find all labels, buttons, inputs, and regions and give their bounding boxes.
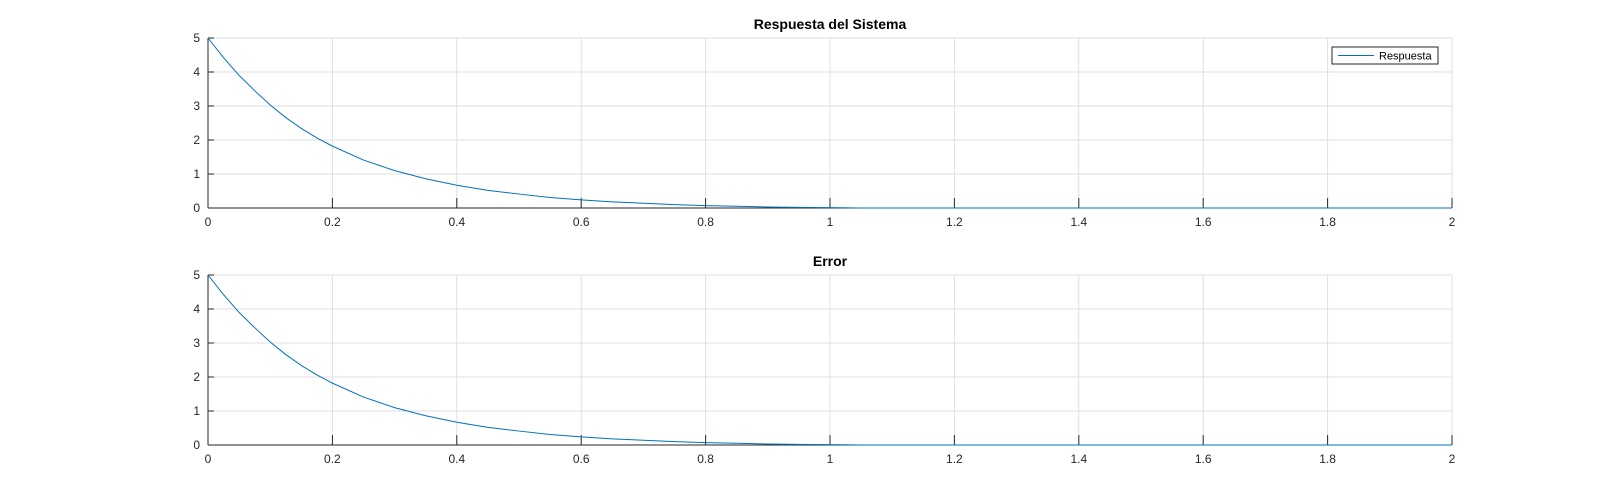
- x-tick-label: 2: [1449, 215, 1456, 229]
- x-tick-label: 0.2: [324, 215, 341, 229]
- x-tick-label: 1.2: [946, 215, 963, 229]
- y-tick-label: 2: [193, 133, 200, 147]
- subplot-respuesta: 0 0.2 0.4 0.6 0.8 1 1.2 1.4 1.6 1.8 2 0 1 2 3 4 5 Respues…: [193, 16, 1455, 229]
- series-line-0: [207, 37, 1452, 209]
- legend-box: [1331, 46, 1439, 65]
- x-tick-label: 0.6: [573, 452, 590, 466]
- x-tick-label: 0.8: [697, 215, 714, 229]
- chart-title: Error: [813, 253, 848, 269]
- y-tick-label: 4: [193, 65, 200, 79]
- y-tick-label: 3: [193, 336, 200, 350]
- y-tick-label: 5: [193, 31, 200, 45]
- y-tick-label: 4: [193, 302, 200, 316]
- legend-label: Respuesta: [1379, 51, 1432, 63]
- x-tick-label: 1.8: [1319, 215, 1336, 229]
- y-tick-label: 2: [193, 370, 200, 384]
- series-line-0: [207, 274, 1452, 446]
- x-tick-label: 1.8: [1319, 452, 1336, 466]
- subplot-error: 0 0.2 0.4 0.6 0.8 1 1.2 1.4 1.6 1.8 2 0 1 2 3 4 5 Error: [193, 253, 1455, 466]
- x-tick-label: 0.2: [324, 452, 341, 466]
- x-tick-label: 0.4: [448, 215, 465, 229]
- y-tick-label: 0: [193, 438, 200, 452]
- x-tick-label: 1.2: [946, 452, 963, 466]
- x-tick-label: 0.6: [573, 215, 590, 229]
- y-tick-label: 5: [193, 268, 200, 282]
- legend: Respuesta: [1331, 46, 1439, 65]
- x-tick-label: 1.6: [1195, 452, 1212, 466]
- x-tick-label: 0: [205, 452, 212, 466]
- y-tick-label: 0: [193, 201, 200, 215]
- x-tick-label: 1: [827, 215, 834, 229]
- chart-title: Respuesta del Sistema: [754, 16, 907, 32]
- x-tick-label: 2: [1449, 452, 1456, 466]
- x-tick-label: 0.4: [448, 452, 465, 466]
- x-tick-label: 0: [205, 215, 212, 229]
- x-tick-label: 1.6: [1195, 215, 1212, 229]
- x-tick-label: 1.4: [1070, 452, 1087, 466]
- y-tick-label: 3: [193, 99, 200, 113]
- x-tick-label: 1: [827, 452, 834, 466]
- x-tick-label: 1.4: [1070, 215, 1087, 229]
- y-tick-label: 1: [193, 404, 200, 418]
- x-tick-label: 0.8: [697, 452, 714, 466]
- y-tick-label: 1: [193, 167, 200, 181]
